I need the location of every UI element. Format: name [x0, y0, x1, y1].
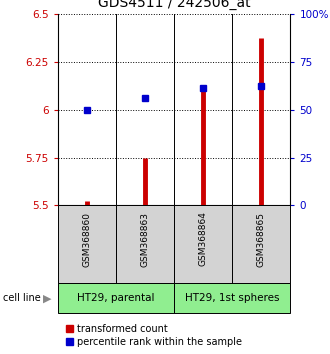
Text: GSM368860: GSM368860 [82, 212, 91, 267]
Bar [116, 205, 174, 283]
Legend: transformed count, percentile rank within the sample: transformed count, percentile rank withi… [63, 320, 246, 350]
Title: GDS4511 / 242506_at: GDS4511 / 242506_at [98, 0, 250, 10]
Bar [58, 283, 174, 313]
Text: ▶: ▶ [43, 293, 51, 303]
Bar [58, 205, 116, 283]
Text: GSM368864: GSM368864 [199, 212, 208, 267]
Text: cell line: cell line [3, 293, 41, 303]
Bar [174, 205, 232, 283]
Text: HT29, 1st spheres: HT29, 1st spheres [185, 293, 280, 303]
Text: HT29, parental: HT29, parental [77, 293, 155, 303]
Bar [232, 205, 290, 283]
Text: GSM368863: GSM368863 [141, 212, 149, 267]
Text: GSM368865: GSM368865 [257, 212, 266, 267]
Bar [174, 283, 290, 313]
